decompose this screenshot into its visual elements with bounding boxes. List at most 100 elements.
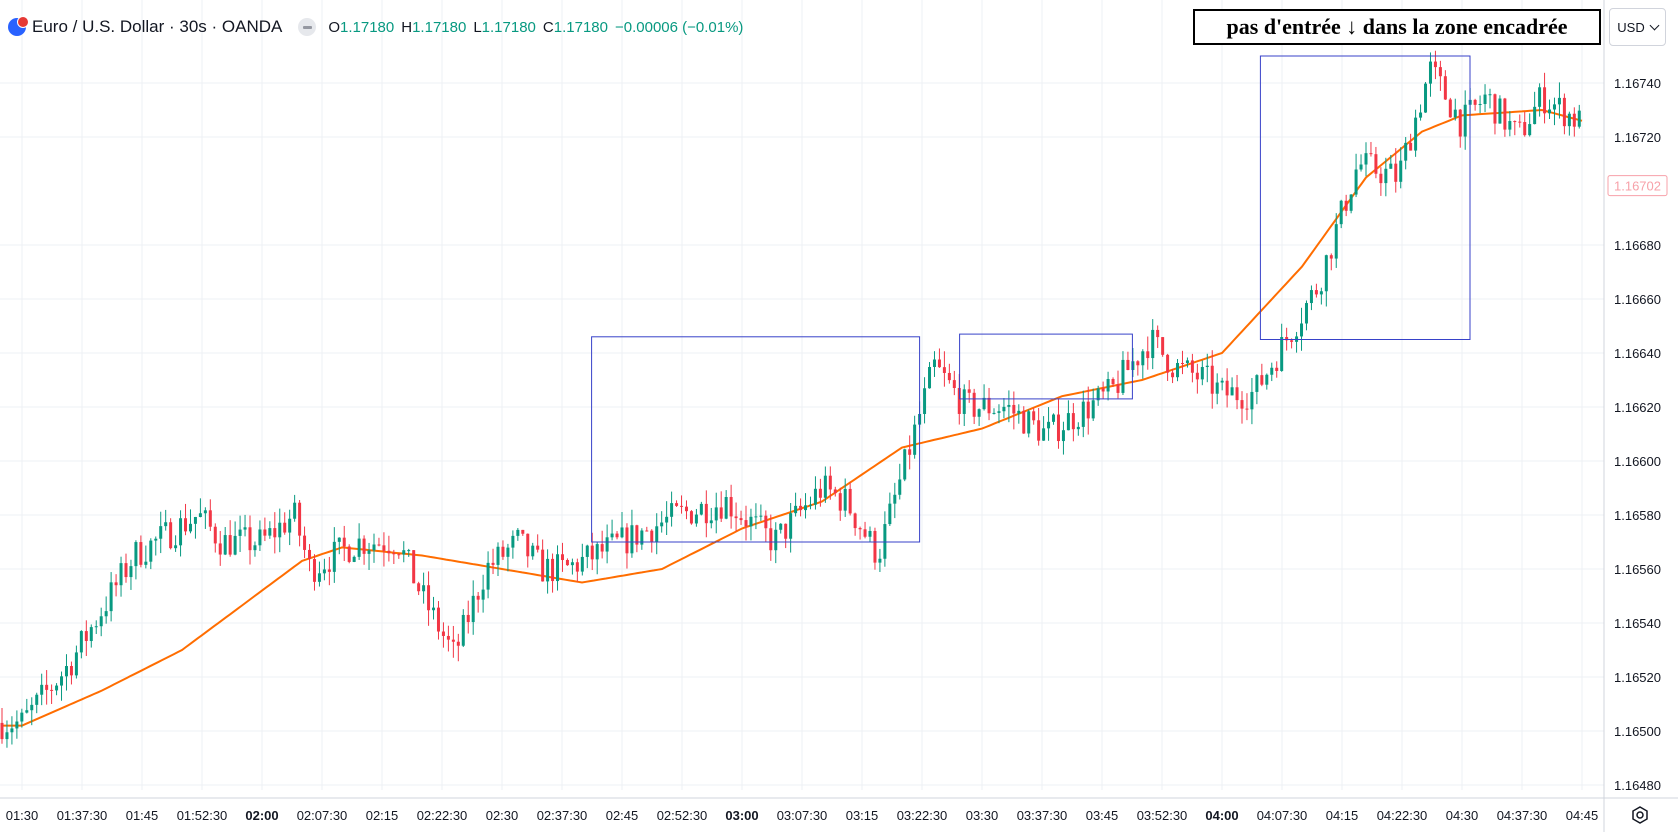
candle xyxy=(1161,337,1165,357)
x-tick-label: 02:22:30 xyxy=(417,808,468,823)
candle xyxy=(942,351,946,387)
market-status-icon[interactable] xyxy=(298,18,317,36)
candle-body xyxy=(1290,340,1294,342)
candle-body xyxy=(838,493,842,511)
candle xyxy=(1538,83,1542,117)
candle-body xyxy=(451,639,455,642)
candle-body xyxy=(40,684,44,695)
candle xyxy=(124,553,128,583)
candle-body xyxy=(1384,168,1388,184)
x-tick-label: 02:07:30 xyxy=(297,808,348,823)
candle xyxy=(149,538,153,570)
candle-body xyxy=(1369,153,1373,155)
candle xyxy=(580,543,584,576)
candle xyxy=(1374,146,1378,179)
candle xyxy=(972,388,976,425)
high-key: H xyxy=(401,18,413,36)
candle xyxy=(198,498,202,518)
candle xyxy=(456,633,460,662)
chart-header: Euro / U.S. Dollar · 30s · OANDA O1.1718… xyxy=(8,14,743,40)
x-tick-label: 02:45 xyxy=(606,808,639,823)
candle-body xyxy=(208,510,212,527)
candle-body xyxy=(501,546,505,557)
candle-body xyxy=(893,494,897,504)
candle-body xyxy=(154,538,158,541)
candle-body xyxy=(1394,163,1398,182)
candle-body xyxy=(818,488,822,498)
candle-body xyxy=(1557,97,1561,105)
candle xyxy=(1533,91,1537,125)
candle xyxy=(1166,353,1170,381)
candle-body xyxy=(694,514,698,524)
candle xyxy=(1394,148,1398,193)
candle xyxy=(1443,70,1447,100)
candle xyxy=(1309,285,1313,311)
candle xyxy=(1419,104,1423,121)
candle xyxy=(1478,95,1482,114)
no-entry-zone-box xyxy=(959,333,1133,400)
candle-body xyxy=(74,652,78,676)
candle xyxy=(481,574,485,613)
candle xyxy=(1275,361,1279,378)
y-tick-label: 1.16680 xyxy=(1614,238,1661,253)
candle-body xyxy=(377,544,381,546)
candle-body xyxy=(997,411,1001,413)
candle-body xyxy=(506,547,510,557)
candle-body xyxy=(898,479,902,495)
candle-body xyxy=(427,585,431,611)
candle xyxy=(541,539,545,582)
candle xyxy=(154,536,158,556)
candle-body xyxy=(1091,400,1095,419)
candle xyxy=(719,491,723,523)
candle xyxy=(486,551,490,599)
symbol-title[interactable]: Euro / U.S. Dollar · 30s · OANDA xyxy=(32,17,283,36)
candle-body xyxy=(794,505,798,514)
candle xyxy=(823,466,827,503)
candle-body xyxy=(362,538,366,554)
candle-body xyxy=(89,627,93,642)
candle xyxy=(1086,386,1090,435)
candle-body xyxy=(15,721,19,729)
candle xyxy=(169,518,173,550)
candle-body xyxy=(1032,411,1036,421)
candle xyxy=(1518,114,1522,128)
candle xyxy=(1111,377,1115,387)
candle-body xyxy=(962,389,966,414)
candle-body xyxy=(863,529,867,537)
candle xyxy=(729,484,733,529)
candle xyxy=(10,716,14,745)
candle xyxy=(734,502,738,532)
candle xyxy=(50,684,54,704)
candle xyxy=(436,601,440,640)
candle xyxy=(74,645,78,679)
x-tick-label: 03:15 xyxy=(846,808,879,823)
candle xyxy=(218,530,222,566)
candle xyxy=(1552,97,1556,126)
candle xyxy=(932,351,936,377)
candle xyxy=(1230,377,1234,396)
candle-body xyxy=(848,488,852,514)
candle-body xyxy=(749,516,753,527)
candle-body xyxy=(883,524,887,559)
candle-body xyxy=(992,412,996,414)
candle xyxy=(600,530,604,559)
candle xyxy=(1071,403,1075,442)
candle xyxy=(1433,50,1437,80)
candle-body xyxy=(149,540,153,562)
candle xyxy=(779,523,783,534)
candle-body xyxy=(1081,401,1085,427)
currency-button[interactable]: USD xyxy=(1609,8,1666,46)
chart-grid xyxy=(0,0,1604,790)
settings-icon[interactable] xyxy=(1628,803,1652,827)
high-value: 1.17180 xyxy=(412,18,467,36)
candle-body xyxy=(1215,382,1219,394)
candle-body xyxy=(1111,379,1115,385)
candle-body xyxy=(298,502,302,536)
candle-body xyxy=(312,559,316,582)
candle-body xyxy=(1493,94,1497,124)
candle-body xyxy=(1473,99,1477,105)
candle xyxy=(422,572,426,604)
candle xyxy=(1250,378,1254,425)
candle xyxy=(645,526,649,532)
